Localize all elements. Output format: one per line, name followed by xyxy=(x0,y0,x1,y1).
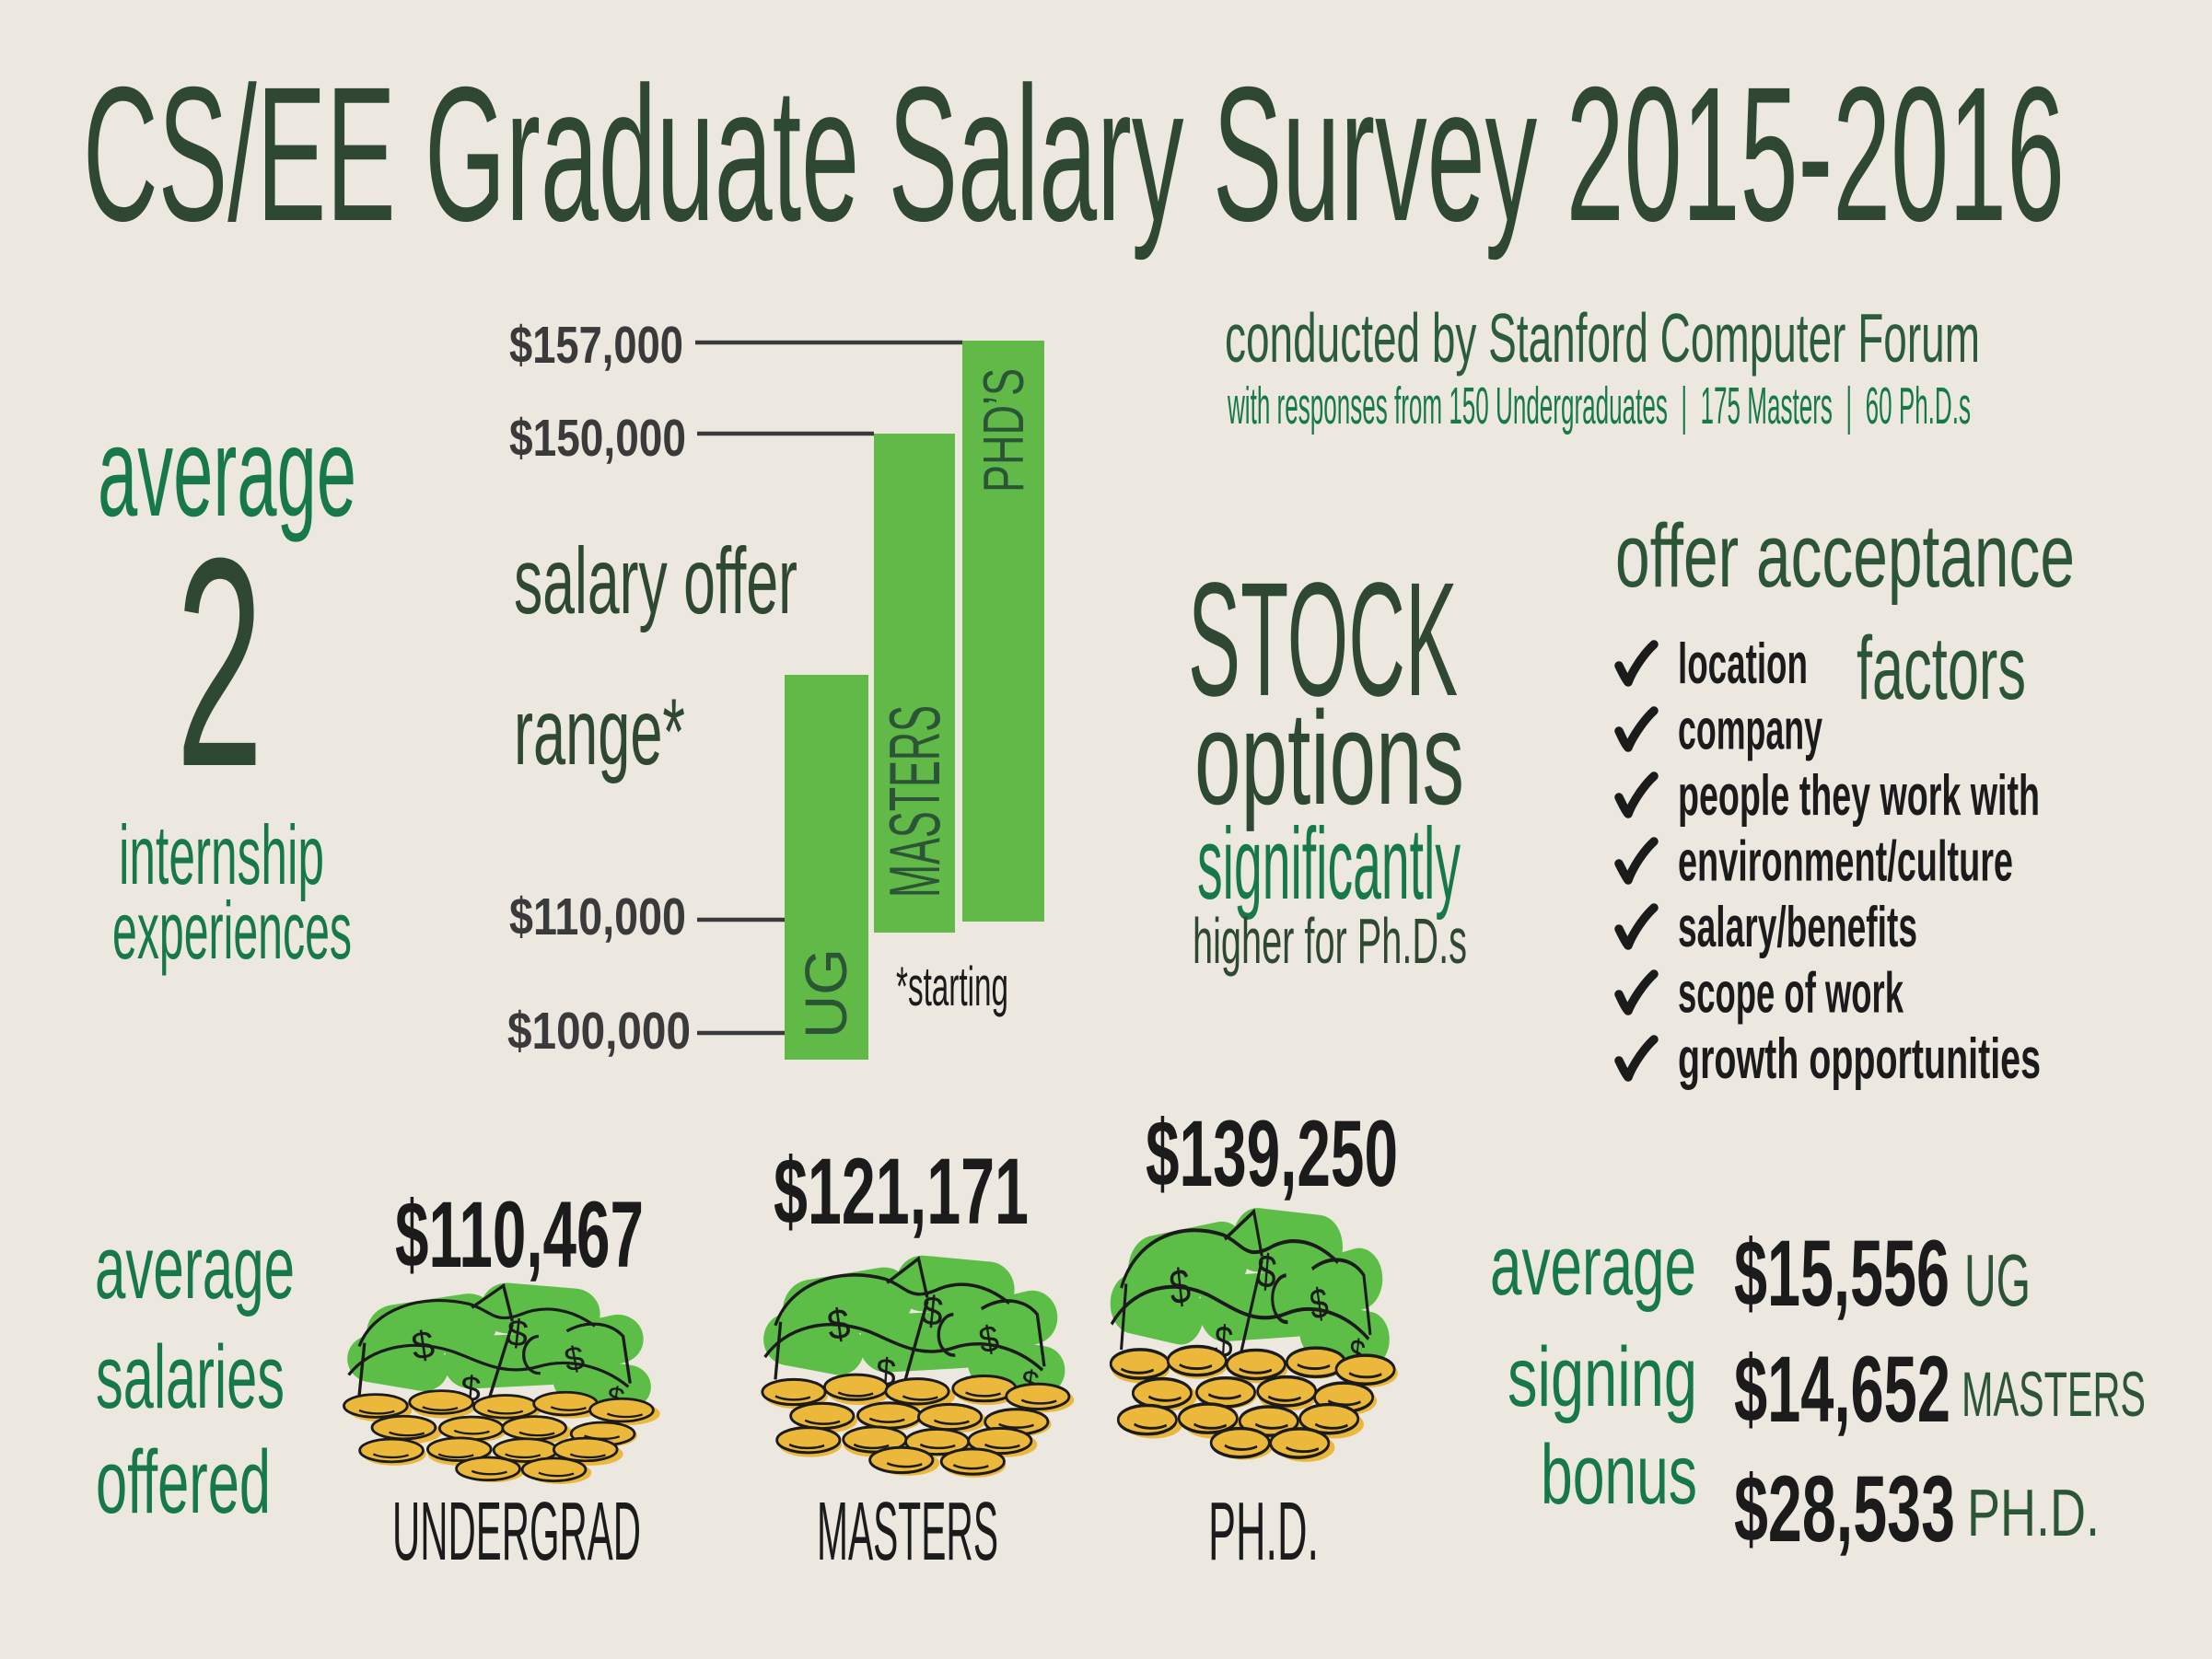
svg-text:salary offer: salary offer xyxy=(514,528,797,633)
svg-text:offered: offered xyxy=(96,1432,271,1532)
svg-text:UG: UG xyxy=(793,948,859,1038)
svg-text:$157,000: $157,000 xyxy=(509,316,683,375)
svg-text:PHD’S: PHD’S xyxy=(972,368,1036,493)
svg-text:MASTERS: MASTERS xyxy=(874,705,955,898)
svg-text:salary/benefits: salary/benefits xyxy=(1678,896,1917,959)
svg-text:scope of work: scope of work xyxy=(1678,962,1903,1026)
svg-text:$100,000: $100,000 xyxy=(507,1002,691,1061)
svg-text:significantly: significantly xyxy=(1197,807,1461,921)
svg-text:UNDERGRAD: UNDERGRAD xyxy=(392,1486,641,1578)
svg-text:company: company xyxy=(1678,699,1822,762)
svg-text:higher for Ph.D.s: higher for Ph.D.s xyxy=(1193,905,1467,977)
svg-text:environment/culture: environment/culture xyxy=(1678,830,2013,894)
svg-text:$28,533: $28,533 xyxy=(1734,1456,1955,1561)
svg-text:$15,556: $15,556 xyxy=(1734,1221,1950,1326)
svg-text:$110,000: $110,000 xyxy=(509,888,686,946)
svg-text:PH.D.: PH.D. xyxy=(1208,1486,1319,1578)
svg-text:conducted by Stanford Computer: conducted by Stanford Computer Forum xyxy=(1225,299,1980,377)
svg-text:PH.D.: PH.D. xyxy=(1967,1477,2100,1550)
svg-text:average: average xyxy=(98,401,356,543)
svg-text:STOCK: STOCK xyxy=(1188,550,1458,730)
svg-text:experiences: experiences xyxy=(112,885,352,976)
svg-text:bonus: bonus xyxy=(1541,1428,1697,1522)
svg-text:range*: range* xyxy=(514,679,685,784)
svg-text:people they work with: people they work with xyxy=(1678,764,2040,828)
svg-text:$110,467: $110,467 xyxy=(395,1182,644,1287)
svg-text:signing: signing xyxy=(1508,1330,1697,1424)
svg-text:*starting: *starting xyxy=(896,956,1008,1017)
svg-text:factors: factors xyxy=(1857,618,2026,718)
svg-text:average: average xyxy=(95,1217,295,1317)
svg-text:CS/EE Graduate Salary Survey 2: CS/EE Graduate Salary Survey 2015-2016 xyxy=(83,48,2065,261)
svg-text:2: 2 xyxy=(176,497,263,829)
svg-text:salaries: salaries xyxy=(96,1327,285,1427)
svg-text:$150,000: $150,000 xyxy=(509,409,686,468)
svg-text:location: location xyxy=(1678,632,1808,696)
svg-text:average: average xyxy=(1490,1219,1696,1313)
svg-text:UG: UG xyxy=(1964,1239,2031,1321)
svg-text:offer acceptance: offer acceptance xyxy=(1615,505,2075,606)
svg-text:options: options xyxy=(1194,684,1464,832)
svg-text:$: $ xyxy=(1254,1244,1278,1299)
svg-text:$121,171: $121,171 xyxy=(774,1139,1029,1244)
svg-text:with responses from 150 Underg: with responses from 150 Undergraduates |… xyxy=(1228,377,1971,435)
svg-text:internship: internship xyxy=(119,809,324,902)
svg-text:MASTERS: MASTERS xyxy=(1962,1359,2146,1430)
svg-text:$14,652: $14,652 xyxy=(1734,1337,1950,1442)
svg-text:$: $ xyxy=(919,1288,945,1336)
svg-text:growth opportunities: growth opportunities xyxy=(1678,1027,2041,1091)
svg-text:MASTERS: MASTERS xyxy=(817,1486,998,1578)
svg-text:$139,250: $139,250 xyxy=(1146,1101,1398,1206)
